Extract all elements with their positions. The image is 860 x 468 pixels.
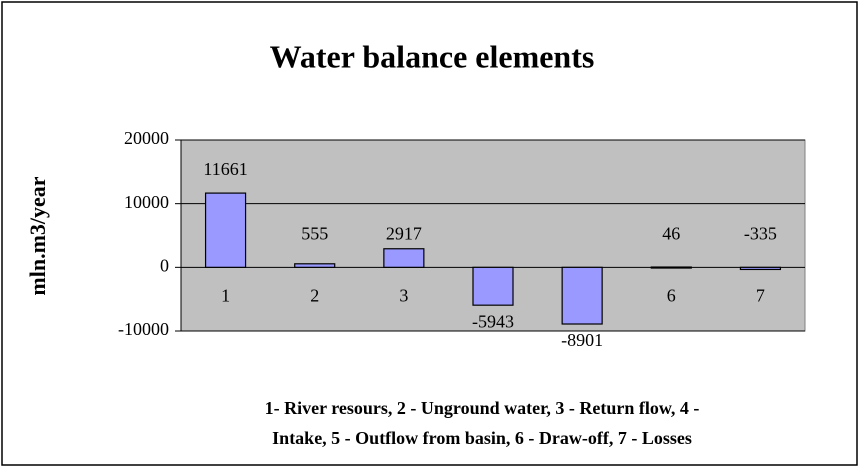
y-tick-label: 20000 bbox=[124, 128, 169, 148]
x-tick-label: 2 bbox=[310, 285, 319, 305]
data-label: 2917 bbox=[386, 223, 422, 243]
x-tick-label: 3 bbox=[399, 285, 408, 305]
bar bbox=[294, 263, 336, 268]
bar bbox=[472, 266, 514, 306]
data-label: 11661 bbox=[203, 159, 247, 179]
bar bbox=[204, 192, 247, 268]
data-label: 555 bbox=[301, 223, 328, 243]
chart-title: Water balance elements bbox=[270, 38, 595, 74]
data-label: -5943 bbox=[472, 311, 514, 331]
y-axis-label: mln.m3/year bbox=[25, 176, 50, 295]
x-tick-label: 1 bbox=[221, 285, 230, 305]
x-tick-label: 6 bbox=[667, 285, 676, 305]
y-tick-label: -10000 bbox=[118, 319, 169, 339]
bar bbox=[650, 266, 692, 269]
y-tick-label: 0 bbox=[160, 255, 169, 275]
bar bbox=[739, 266, 782, 271]
y-tick-label: 10000 bbox=[124, 192, 169, 212]
data-label: 46 bbox=[662, 223, 680, 243]
data-label: -335 bbox=[744, 223, 777, 243]
bar bbox=[561, 266, 603, 325]
x-tick-label: 7 bbox=[756, 285, 765, 305]
data-label: -8901 bbox=[561, 330, 603, 350]
caption: Intake, 5 - Outflow from basin, 6 - Draw… bbox=[272, 428, 692, 448]
bar bbox=[383, 248, 425, 268]
caption: 1- River resours, 2 - Unground water, 3 … bbox=[265, 398, 700, 418]
